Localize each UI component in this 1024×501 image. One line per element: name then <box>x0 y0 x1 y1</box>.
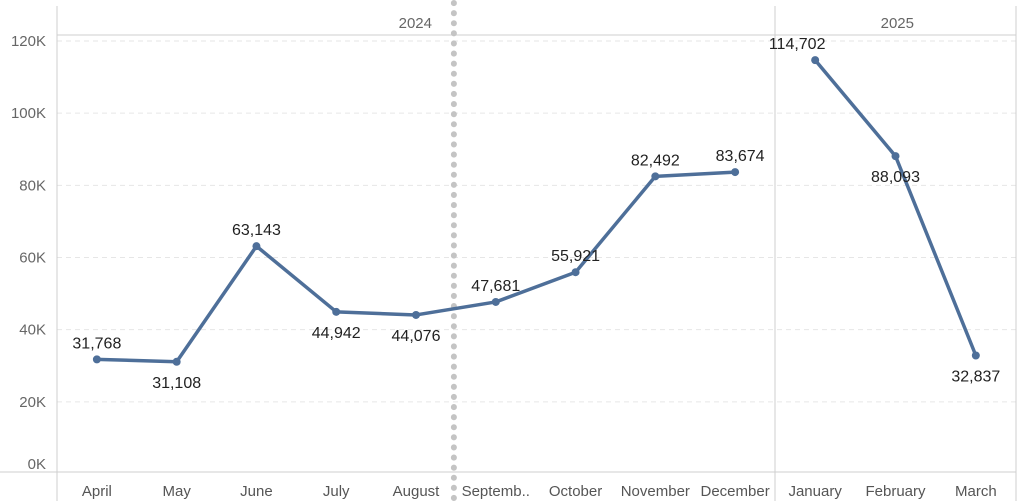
data-point <box>731 168 740 177</box>
x-tick-label: December <box>701 483 770 500</box>
data-label: 44,076 <box>392 328 441 345</box>
x-tick-label: April <box>82 483 112 500</box>
y-tick-label: 20K <box>19 394 46 411</box>
data-point <box>252 242 261 251</box>
data-point <box>571 268 580 277</box>
x-tick-label: March <box>955 483 997 500</box>
data-label: 31,108 <box>152 375 201 392</box>
series <box>92 56 980 366</box>
data-label: 32,837 <box>951 369 1000 386</box>
data-labels: 31,768 31,108 63,143 44,942 44,076 47,681 55,9… <box>72 36 1000 392</box>
series-line-2025 <box>813 58 978 358</box>
data-point <box>651 172 660 181</box>
x-tick-label: January <box>788 483 842 500</box>
data-point <box>92 355 101 364</box>
data-label: 83,674 <box>716 148 765 165</box>
y-tick-label: 0K <box>28 456 46 473</box>
data-label: 82,492 <box>631 152 680 169</box>
x-tick-label: October <box>549 483 602 500</box>
data-label: 88,093 <box>871 169 920 186</box>
data-label: 47,681 <box>471 278 520 295</box>
y-tick-label: 100K <box>11 105 46 122</box>
x-tick-label: July <box>323 483 350 500</box>
chart-frame <box>0 6 1017 501</box>
data-label: 44,942 <box>312 325 361 342</box>
data-label: 114,702 <box>769 36 826 53</box>
data-label: 31,768 <box>72 335 121 352</box>
data-point <box>172 357 181 366</box>
data-point <box>971 351 980 360</box>
year-label-2024: 2024 <box>399 15 432 32</box>
data-label: 63,143 <box>232 222 281 239</box>
x-tick-label: November <box>621 483 690 500</box>
gridlines <box>57 40 1016 403</box>
y-axis-ticks: 0K 20K 40K 60K 80K 100K 120K <box>11 33 46 473</box>
x-tick-label: February <box>865 483 926 500</box>
y-tick-label: 40K <box>19 322 46 339</box>
y-tick-label: 120K <box>11 33 46 50</box>
data-point <box>332 307 341 316</box>
data-point <box>891 152 900 161</box>
x-axis-ticks: April May June July August Septemb.. October No… <box>82 483 997 500</box>
y-tick-label: 60K <box>19 250 46 267</box>
year-label-2025: 2025 <box>881 15 914 32</box>
year-headers: 2024 2025 <box>399 15 914 32</box>
data-point <box>491 297 500 306</box>
x-tick-label: June <box>240 483 273 500</box>
data-label: 55,921 <box>551 248 600 265</box>
x-tick-label: Septemb.. <box>462 483 530 500</box>
x-tick-label: May <box>162 483 191 500</box>
y-tick-label: 80K <box>19 177 46 194</box>
x-tick-label: August <box>393 483 441 500</box>
data-point <box>412 310 420 319</box>
data-point <box>811 56 820 65</box>
